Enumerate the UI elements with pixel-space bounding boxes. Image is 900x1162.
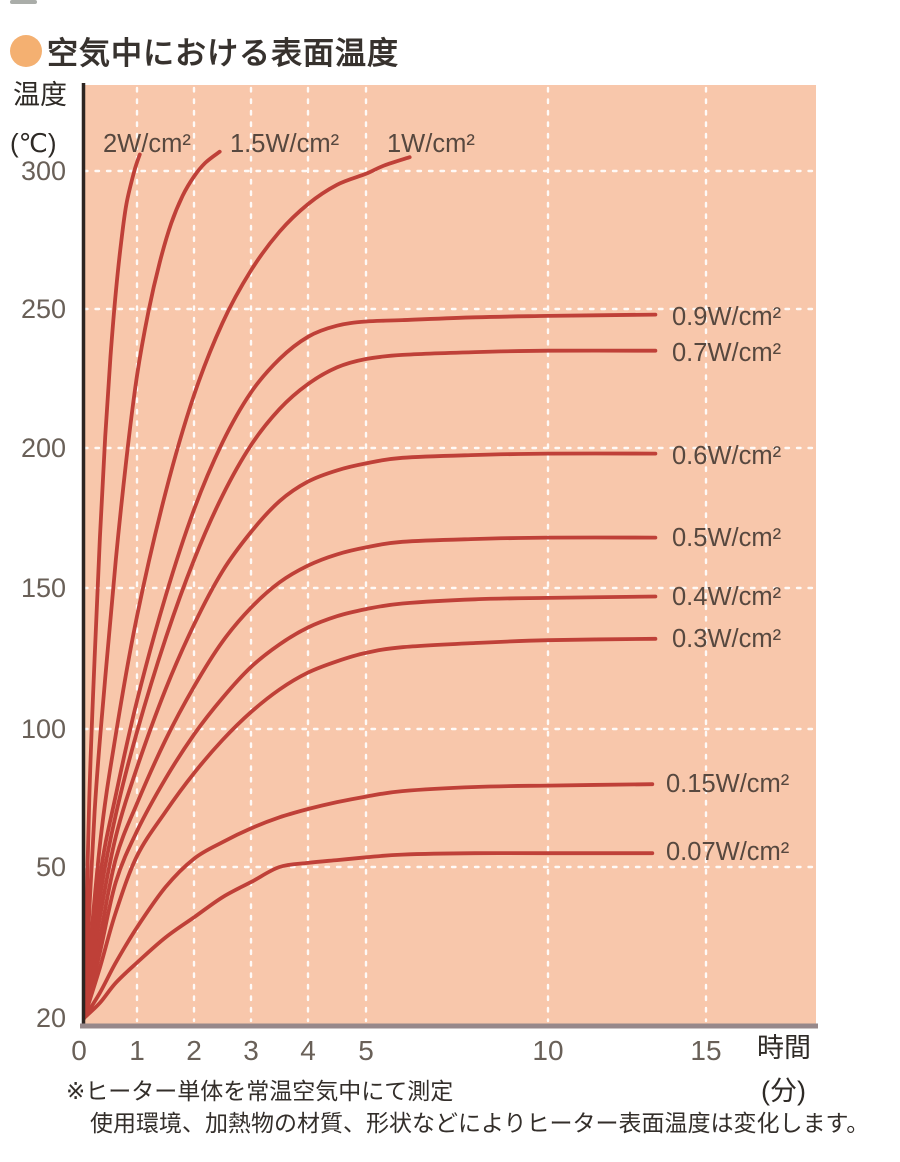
scan-artifact-fragment (10, 0, 37, 4)
chart-footnotes: ※ヒーター単体を常温空気中にて測定 使用環境、加熱物の材質、形状などによりヒータ… (66, 1076, 886, 1139)
curve-0-5w (82, 535, 658, 1020)
x-axis-title: 時間 (757, 1033, 811, 1063)
temperature-curves (82, 149, 658, 1020)
curve-0-7w-label: 0.7W/cm² (672, 339, 781, 367)
x-tick-label-2: 2 (186, 1035, 202, 1066)
curve-0-6w-label: 0.6W/cm² (672, 442, 781, 470)
footnote-disclaimer: 使用環境、加熱物の材質、形状などによりヒーター表面温度は変化します。 (90, 1109, 870, 1136)
curve-1w-label: 1W/cm² (387, 130, 475, 158)
curve-labels: 2W/cm² 1.5W/cm² 1W/cm² 0.9W/cm² 0.7W/cm² 0.6W… (103, 130, 789, 866)
curve-0-7w (82, 348, 658, 1020)
axis-titles: 温度 (℃) 時間 (分) (10, 80, 811, 1106)
bullet-icon (10, 34, 42, 67)
page-title: 空気中における表面温度 (47, 36, 399, 71)
y-tick-label-200: 200 (21, 433, 66, 463)
curve-0-9w-label: 0.9W/cm² (672, 303, 781, 331)
curve-0-4w (82, 594, 658, 1020)
x-tick-label-0: 0 (71, 1035, 87, 1066)
y-tick-label-20: 20 (36, 1003, 66, 1033)
curve-0-5w-label: 0.5W/cm² (672, 524, 781, 552)
curve-0-4w-label: 0.4W/cm² (672, 583, 781, 611)
y-tick-labels: 300 250 200 150 100 50 20 (21, 156, 66, 1033)
curve-1w (82, 155, 412, 1020)
y-axis-title: 温度 (13, 80, 67, 110)
x-tick-label-4: 4 (300, 1035, 316, 1066)
page-header: 空気中における表面温度 (10, 28, 399, 73)
curve-2w-label: 2W/cm² (103, 130, 191, 158)
y-tick-label-250: 250 (21, 294, 66, 324)
x-tick-label-5: 5 (358, 1035, 374, 1066)
y-axis-unit: (℃) (10, 128, 57, 158)
x-tick-label-10: 10 (532, 1035, 563, 1066)
footnote-measurement-condition: ※ヒーター単体を常温空気中にて測定 (66, 1078, 454, 1104)
curve-0-3w (82, 636, 658, 1020)
curve-0-07w (82, 851, 655, 1020)
curve-0-15w-label: 0.15W/cm² (666, 770, 789, 798)
curve-0-3w-label: 0.3W/cm² (672, 625, 781, 653)
y-tick-label-100: 100 (21, 714, 66, 744)
y-tick-label-150: 150 (21, 573, 66, 603)
y-tick-label-300: 300 (21, 156, 66, 186)
x-tick-label-1: 1 (129, 1035, 145, 1066)
x-tick-label-3: 3 (243, 1035, 259, 1066)
curve-1-5w (82, 149, 222, 1020)
x-axis-unit: (分) (761, 1076, 806, 1106)
curve-0-15w (82, 782, 655, 1020)
curve-0-9w (82, 312, 658, 1020)
curve-1-5w-label: 1.5W/cm² (230, 130, 339, 158)
curve-0-07w-label: 0.07W/cm² (666, 838, 789, 866)
curve-2w (82, 152, 142, 1020)
curve-0-6w (82, 451, 658, 1020)
x-tick-label-15: 15 (690, 1035, 721, 1066)
gridlines (82, 86, 816, 1023)
y-tick-label-50: 50 (36, 852, 66, 882)
x-tick-labels: 0 1 2 3 4 5 10 15 (71, 1035, 721, 1066)
